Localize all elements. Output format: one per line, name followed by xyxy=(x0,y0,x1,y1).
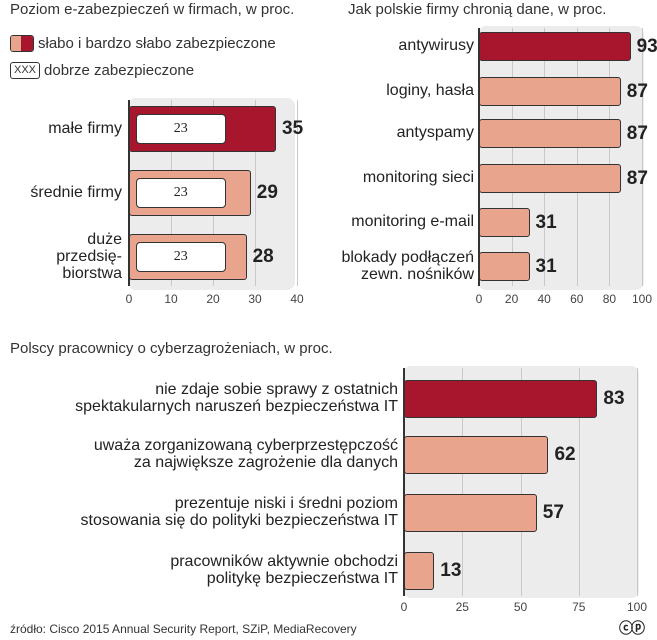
c3-bar xyxy=(404,552,435,590)
c2-value-label: 93 xyxy=(636,35,657,57)
c2-gridline xyxy=(576,28,578,286)
c3-category-label: prezentuje niski i średni poziom stosowan… xyxy=(80,495,399,529)
chart3-title: Polscy pracownicy o cyberzagrożeniach, w… xyxy=(10,340,333,357)
c2-tick-label: 80 xyxy=(602,292,617,306)
c2-tick-label: 60 xyxy=(570,292,584,306)
c2-gridline xyxy=(609,28,611,286)
legend-weak-swatch xyxy=(10,35,34,52)
c1-tick-label: 0 xyxy=(125,292,133,306)
c3-category-label: uważa zorganizowaną cyberprzestępczość za… xyxy=(93,437,398,471)
c2-bar xyxy=(479,208,530,237)
c2-value-label: 31 xyxy=(535,211,557,233)
c2-bar xyxy=(479,119,621,148)
legend-good: XXX dobrze zabezpieczone xyxy=(10,62,194,79)
source-note: źródło: Cisco 2015 Annual Security Repor… xyxy=(10,622,357,636)
c3-tick-label: 75 xyxy=(572,600,586,614)
c3-tick-label: 0 xyxy=(400,600,408,614)
c2-tick-label: 0 xyxy=(475,292,483,306)
c1-tick-label: 10 xyxy=(164,292,178,306)
c1-value-label: 28 xyxy=(252,246,274,267)
c3-gridline xyxy=(462,368,464,596)
c3-gridline xyxy=(578,368,580,596)
c3-gridline xyxy=(520,368,522,596)
c1-gridline xyxy=(297,100,298,286)
c3-value-label: 62 xyxy=(554,444,576,465)
c1-gridline xyxy=(255,100,256,286)
c3-tick-label: 25 xyxy=(455,600,469,614)
legend-good-box: XXX xyxy=(10,62,41,79)
c3-bar xyxy=(404,494,537,532)
c3-gridline xyxy=(637,368,638,596)
c2-tick-label: 40 xyxy=(537,292,551,306)
c3-bar xyxy=(404,380,598,418)
c3-tick-label: 100 xyxy=(626,600,648,614)
c2-category-label: antyspamy xyxy=(396,124,474,141)
c2-bar xyxy=(479,252,530,281)
c1-category-label: małe firmy xyxy=(48,119,122,137)
c2-category-label: loginy, hasła xyxy=(386,82,474,99)
c2-category-label: blokady podłączeń zewn. nośników xyxy=(341,248,474,283)
c1-tick-label: 20 xyxy=(206,292,220,306)
c1-tick-label: 40 xyxy=(290,292,304,306)
c3-category-label: nie zdaje sobie sprawy z ostatnich spekta… xyxy=(75,381,398,415)
c1-category-label: duże przedsię-biorstwa xyxy=(56,230,122,282)
c1-axis-line xyxy=(128,100,130,286)
c2-gridline xyxy=(511,28,513,286)
c2-value-label: 87 xyxy=(626,167,648,189)
c2-category-label: monitoring e-mail xyxy=(351,213,474,230)
c3-value-label: 57 xyxy=(542,502,564,523)
chart1-title: Poziom e-zabezpieczeń w firmach, w proc. xyxy=(10,1,295,18)
c2-gridline xyxy=(544,28,546,286)
c3-value-label: 13 xyxy=(440,560,462,581)
c2-category-label: monitoring sieci xyxy=(362,169,474,186)
c2-value-label: 87 xyxy=(626,80,648,102)
c1-value-label: 35 xyxy=(282,118,304,139)
chart2-title: Jak polskie firmy chronią dane, w proc. xyxy=(348,1,607,18)
c1-good-value: 23 xyxy=(136,114,226,144)
legend-good-label: dobrze zabezpieczone xyxy=(44,62,195,79)
c2-bar xyxy=(479,164,621,193)
c2-bar xyxy=(479,77,621,106)
c2-gridline xyxy=(642,28,643,286)
c3-bar xyxy=(404,436,549,474)
pap-logo: ⓒⓟ xyxy=(619,620,645,636)
c1-good-value: 23 xyxy=(136,178,226,208)
c3-category-label: pracowników aktywnie obchodzi politykę be… xyxy=(170,553,398,587)
c2-bar xyxy=(479,32,631,61)
c2-value-label: 31 xyxy=(535,255,557,277)
legend-weak: słabo i bardzo słabo zabezpieczone xyxy=(10,35,276,52)
c3-tick-label: 50 xyxy=(513,600,528,614)
c1-good-value: 23 xyxy=(136,242,226,272)
c2-value-label: 87 xyxy=(626,122,648,144)
c2-tick-label: 20 xyxy=(504,292,519,306)
c1-tick-label: 30 xyxy=(248,292,262,306)
legend-weak-label: słabo i bardzo słabo zabezpieczone xyxy=(38,35,276,52)
c2-tick-label: 100 xyxy=(631,292,653,306)
c3-value-label: 83 xyxy=(603,388,625,409)
chart2-panel xyxy=(478,26,644,290)
c2-axis-line xyxy=(478,28,480,286)
c1-value-label: 29 xyxy=(256,182,278,203)
c1-category-label: średnie firmy xyxy=(30,183,122,201)
c2-category-label: antywirusy xyxy=(398,37,474,54)
c3-axis-line xyxy=(403,368,405,596)
